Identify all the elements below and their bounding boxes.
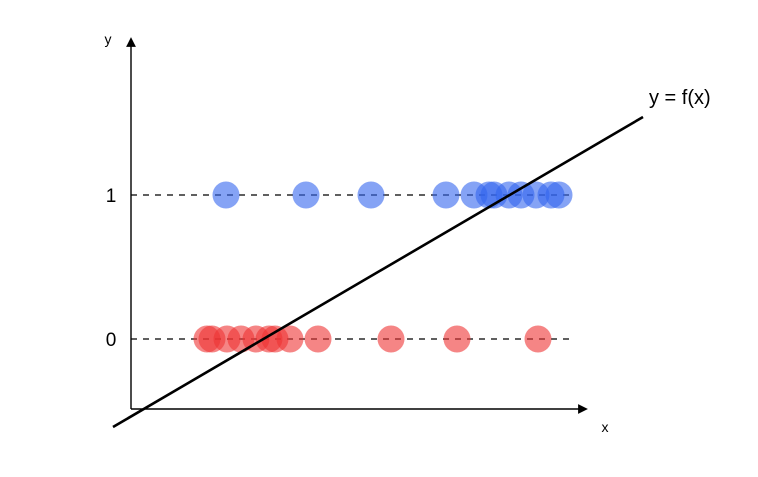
class-1-point bbox=[432, 181, 460, 209]
x-axis-label: x bbox=[602, 419, 609, 435]
function-label: y = f(x) bbox=[649, 87, 711, 109]
class-1-points bbox=[212, 181, 573, 209]
function-line bbox=[112, 115, 644, 429]
class-0-point bbox=[377, 325, 405, 353]
y-tick-label-0: 0 bbox=[106, 330, 117, 351]
class-1-point bbox=[545, 181, 573, 209]
class-0-point bbox=[276, 325, 304, 353]
y-tick-label-1: 1 bbox=[106, 186, 117, 207]
class-0-points bbox=[193, 325, 552, 353]
class-0-point bbox=[304, 325, 332, 353]
class-1-point bbox=[212, 181, 240, 209]
class-0-point bbox=[443, 325, 471, 353]
y-axis-label: y bbox=[105, 31, 112, 47]
class-1-point bbox=[357, 181, 385, 209]
class-0-point bbox=[524, 325, 552, 353]
class-1-point bbox=[292, 181, 320, 209]
